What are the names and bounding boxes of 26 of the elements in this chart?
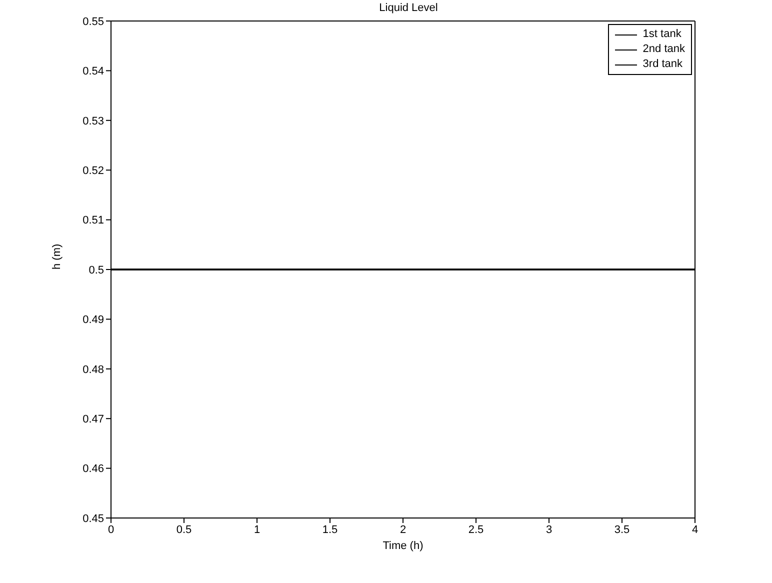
y-tick-label: 0.45	[82, 512, 104, 525]
y-tick-label: 0.49	[82, 314, 104, 326]
y-tick-label: 0.53	[82, 115, 104, 128]
y-tick-label: 0.5	[88, 264, 104, 276]
y-tick-label: 0.51	[82, 214, 104, 227]
x-tick-label: 0	[108, 524, 114, 536]
x-tick-label: 2	[400, 524, 406, 536]
legend-label: 3rd tank	[642, 57, 683, 72]
y-tick-label: 0.47	[82, 414, 104, 426]
x-axis-title: Time (h)	[382, 540, 424, 552]
x-tick-label: 3.5	[614, 524, 630, 536]
legend-label: 1st tank	[642, 27, 682, 42]
x-tick-label: 4	[692, 524, 698, 536]
x-tick-label: 0.5	[176, 524, 192, 536]
y-tick-label: 0.54	[82, 66, 104, 78]
y-axis-title: h (m)	[50, 244, 63, 270]
legend-label: 2nd tank	[642, 42, 685, 57]
y-tick-label: 0.46	[82, 463, 104, 476]
x-tick-label: 3	[546, 524, 552, 536]
y-tick-label: 0.55	[82, 16, 104, 28]
x-tick-label: 1	[254, 524, 260, 536]
x-tick-label: 2.5	[468, 524, 484, 536]
x-tick-label: 1.5	[322, 524, 338, 536]
y-tick-label: 0.52	[82, 165, 104, 178]
y-tick-label: 0.48	[82, 364, 104, 376]
chart-title: Liquid Level	[378, 2, 439, 14]
